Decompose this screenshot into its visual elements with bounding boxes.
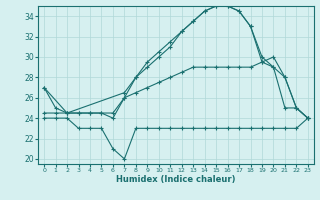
X-axis label: Humidex (Indice chaleur): Humidex (Indice chaleur)	[116, 175, 236, 184]
